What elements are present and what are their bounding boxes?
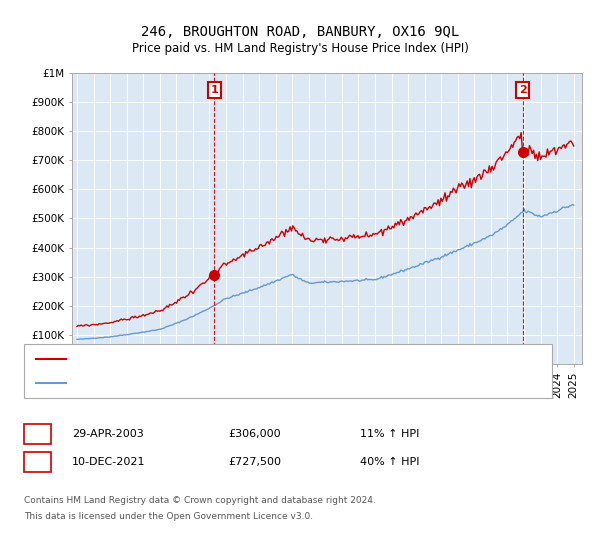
Text: 2: 2: [519, 85, 527, 95]
Text: 246, BROUGHTON ROAD, BANBURY, OX16 9QL (detached house): 246, BROUGHTON ROAD, BANBURY, OX16 9QL (…: [78, 354, 416, 365]
Text: £306,000: £306,000: [228, 429, 281, 439]
Text: 246, BROUGHTON ROAD, BANBURY, OX16 9QL: 246, BROUGHTON ROAD, BANBURY, OX16 9QL: [141, 25, 459, 39]
Text: 10-DEC-2021: 10-DEC-2021: [72, 457, 146, 467]
Text: 1: 1: [34, 429, 41, 439]
Text: 2: 2: [34, 457, 41, 467]
Text: This data is licensed under the Open Government Licence v3.0.: This data is licensed under the Open Gov…: [24, 512, 313, 521]
Text: 40% ↑ HPI: 40% ↑ HPI: [360, 457, 419, 467]
Text: 11% ↑ HPI: 11% ↑ HPI: [360, 429, 419, 439]
Text: Contains HM Land Registry data © Crown copyright and database right 2024.: Contains HM Land Registry data © Crown c…: [24, 496, 376, 505]
Text: 1: 1: [211, 85, 218, 95]
Text: 29-APR-2003: 29-APR-2003: [72, 429, 144, 439]
Text: HPI: Average price, detached house, Cherwell: HPI: Average price, detached house, Cher…: [78, 377, 317, 388]
Text: Price paid vs. HM Land Registry's House Price Index (HPI): Price paid vs. HM Land Registry's House …: [131, 42, 469, 55]
Text: £727,500: £727,500: [228, 457, 281, 467]
